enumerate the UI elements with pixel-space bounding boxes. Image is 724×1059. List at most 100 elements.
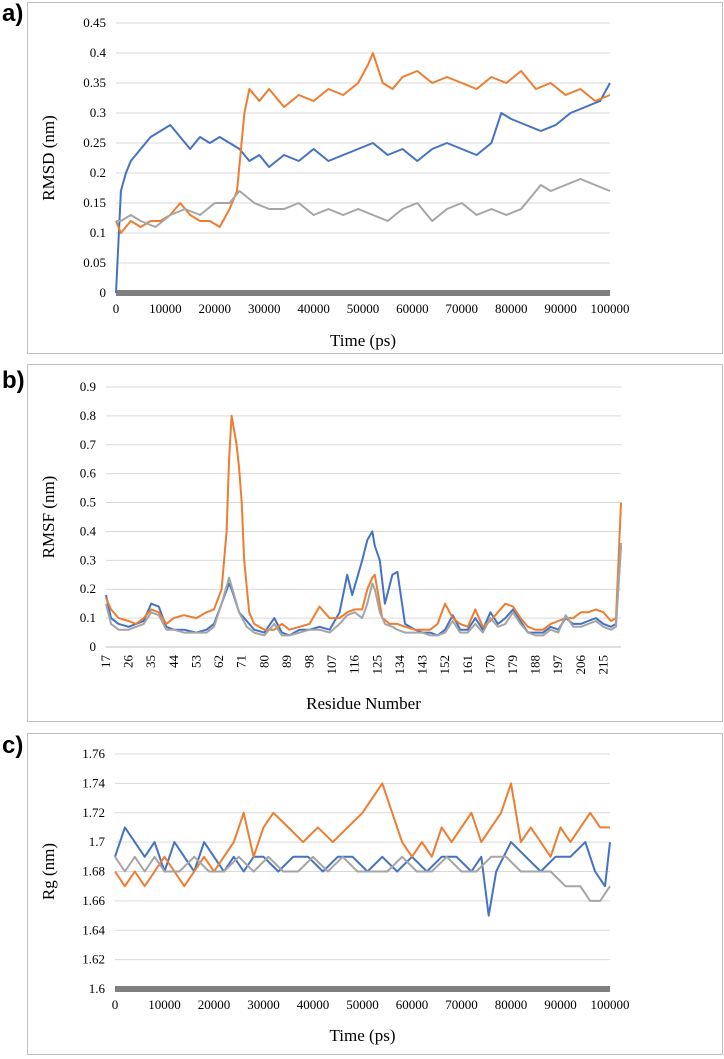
y-tick-label: 0	[90, 639, 97, 654]
x-tick-label: 116	[347, 655, 362, 675]
x-tick-label: 100000	[591, 301, 630, 316]
x-tick-label: 71	[234, 655, 249, 668]
y-tick-label: 0.6	[80, 466, 97, 481]
x-tick-label: 90000	[544, 997, 577, 1012]
series-line-orange	[114, 782, 610, 888]
rmsd-chart: 0 0.05 0.1 0.15 0.2 0.25 0.3 0.35 0.4 0.45 0 10000 2…	[39, 15, 630, 350]
x-tick-label: 134	[392, 655, 407, 675]
x-tick-label: 62	[211, 655, 226, 668]
x-tick-label: 0	[113, 301, 120, 316]
rmsd-chart-frame: 0 0.05 0.1 0.15 0.2 0.25 0.3 0.35 0.4 0.45 0 10000 2…	[27, 2, 723, 354]
x-tick-label: 143	[415, 655, 430, 675]
rg-chart-frame: 1.6 1.62 1.64 1.66 1.68 1.7 1.72 1.74 1.76 0 10000…	[27, 733, 723, 1055]
x-axis-title: Time (ps)	[330, 1026, 396, 1045]
series-line-gray	[105, 542, 622, 637]
series-line-gray	[116, 178, 611, 228]
x-tick-label: 60000	[396, 997, 429, 1012]
y-tick-label: 0.8	[80, 408, 96, 423]
panel-label-c: c)	[2, 732, 24, 759]
x-tick-label: 40000	[297, 301, 330, 316]
x-tick-label: 60000	[396, 301, 429, 316]
x-tick-label: 10000	[148, 997, 181, 1012]
x-tick-label: 0	[112, 997, 119, 1012]
y-tick-label: 1.72	[82, 805, 105, 820]
x-tick-label: 188	[528, 655, 543, 675]
x-tick-label: 107	[324, 655, 339, 675]
x-tick-label: 90000	[544, 301, 577, 316]
series-line-blue	[105, 530, 622, 637]
x-tick-label: 170	[482, 655, 497, 675]
x-tick-label: 53	[188, 655, 203, 668]
rg-chart: 1.6 1.62 1.64 1.66 1.68 1.7 1.72 1.74 1.76 0 10000…	[39, 746, 630, 1045]
y-tick-label: 0.1	[90, 225, 106, 240]
x-tick-label: 206	[573, 655, 588, 675]
series-line-blue	[114, 826, 611, 917]
rmsf-chart-frame: 0 0.1 0.2 0.3 0.4 0.5 0.6 0.7 0.8 0.9 17 26 35 44 53 62…	[27, 364, 723, 722]
x-tick-label: 20000	[198, 997, 231, 1012]
x-axis-bar	[115, 986, 610, 992]
y-tick-label: 0.05	[83, 255, 106, 270]
x-tick-label: 70000	[446, 301, 479, 316]
rmsf-chart: 0 0.1 0.2 0.3 0.4 0.5 0.6 0.7 0.8 0.9 17 26 35 44 53 62…	[39, 379, 622, 713]
series-line-orange	[115, 52, 611, 234]
y-tick-label: 1.68	[82, 864, 105, 879]
y-tick-label: 0.25	[83, 135, 106, 150]
x-tick-label: 20000	[199, 301, 232, 316]
y-tick-label: 0.3	[90, 105, 106, 120]
x-tick-label: 70000	[445, 997, 478, 1012]
x-tick-label: 98	[301, 655, 316, 668]
x-axis-title: Residue Number	[306, 694, 421, 713]
x-tick-label: 35	[143, 655, 158, 668]
series-line-blue	[115, 82, 611, 294]
x-tick-label: 100000	[591, 997, 630, 1012]
panel-label-b: b)	[2, 367, 25, 394]
x-tick-label: 17	[98, 655, 113, 669]
y-tick-label: 0.45	[83, 15, 106, 30]
x-tick-label: 44	[166, 655, 181, 669]
y-tick-label: 0.3	[80, 552, 96, 567]
x-tick-label: 26	[121, 655, 136, 669]
x-tick-label: 125	[369, 655, 384, 675]
x-axis-title: Time (ps)	[330, 331, 396, 350]
y-tick-label: 0.4	[90, 45, 107, 60]
y-tick-label: 1.74	[82, 775, 105, 790]
x-tick-label: 197	[550, 655, 565, 675]
y-tick-label: 0.2	[80, 581, 96, 596]
y-tick-label: 0.7	[80, 437, 97, 452]
series-line-orange	[105, 414, 622, 631]
x-tick-label: 89	[279, 655, 294, 668]
x-tick-label: 50000	[347, 301, 380, 316]
x-tick-label: 179	[505, 655, 520, 675]
x-tick-label: 80000	[495, 997, 528, 1012]
y-axis-title: RMSF (nm)	[39, 476, 58, 559]
y-tick-label: 0.4	[80, 523, 97, 538]
series-line-gray	[114, 855, 611, 902]
x-tick-label: 161	[460, 655, 475, 675]
y-tick-label: 0	[100, 285, 107, 300]
y-tick-label: 0.35	[83, 75, 106, 90]
x-tick-label: 30000	[248, 301, 281, 316]
y-tick-label: 0.5	[80, 495, 96, 510]
y-tick-label: 0.2	[90, 165, 106, 180]
y-tick-label: 1.7	[89, 834, 106, 849]
y-tick-label: 1.66	[82, 893, 105, 908]
x-axis-bar	[116, 290, 610, 296]
y-tick-label: 1.6	[89, 981, 106, 996]
x-tick-label: 80	[256, 655, 271, 668]
y-tick-label: 1.64	[82, 922, 105, 937]
x-tick-label: 40000	[297, 997, 330, 1012]
y-tick-label: 1.62	[82, 952, 105, 967]
panel-label-a: a)	[2, 0, 24, 27]
y-tick-label: 0.9	[80, 379, 96, 394]
x-tick-label: 215	[595, 655, 610, 675]
y-tick-label: 0.1	[80, 610, 96, 625]
y-axis-title: Rg (nm)	[39, 843, 58, 900]
x-tick-label: 50000	[346, 997, 379, 1012]
x-tick-label: 80000	[495, 301, 528, 316]
y-tick-label: 0.15	[83, 195, 106, 210]
x-tick-label: 30000	[247, 997, 280, 1012]
y-tick-label: 1.76	[82, 746, 105, 761]
x-tick-label: 10000	[149, 301, 182, 316]
y-axis-title: RMSD (nm)	[39, 115, 58, 200]
x-tick-label: 152	[437, 655, 452, 675]
